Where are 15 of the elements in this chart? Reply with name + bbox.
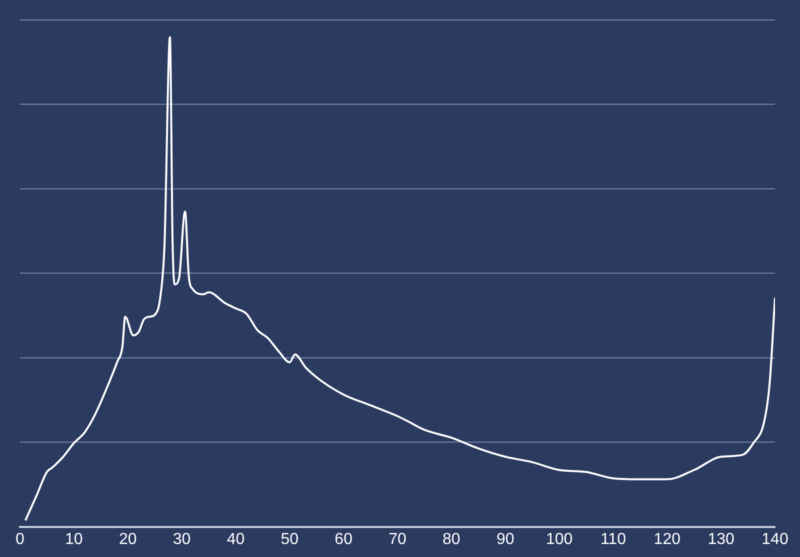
x-tick-label: 90 (496, 530, 514, 548)
x-tick-label: 140 (762, 530, 788, 548)
x-tick-label: 50 (280, 530, 299, 548)
x-tick-label: 60 (334, 530, 353, 548)
x-tick-label: 70 (388, 530, 406, 548)
x-tick-label: 130 (708, 530, 735, 548)
x-tick-label: 120 (654, 530, 681, 548)
x-tick-label: 110 (600, 530, 626, 548)
x-tick-label: 100 (546, 530, 573, 548)
x-tick-label: 0 (16, 530, 25, 548)
x-tick-label: 10 (65, 530, 83, 548)
x-tick-label: 30 (172, 530, 191, 548)
x-tick-label: 80 (442, 530, 460, 548)
x-tick-label: 40 (226, 530, 245, 548)
x-tick-label: 20 (118, 530, 137, 548)
